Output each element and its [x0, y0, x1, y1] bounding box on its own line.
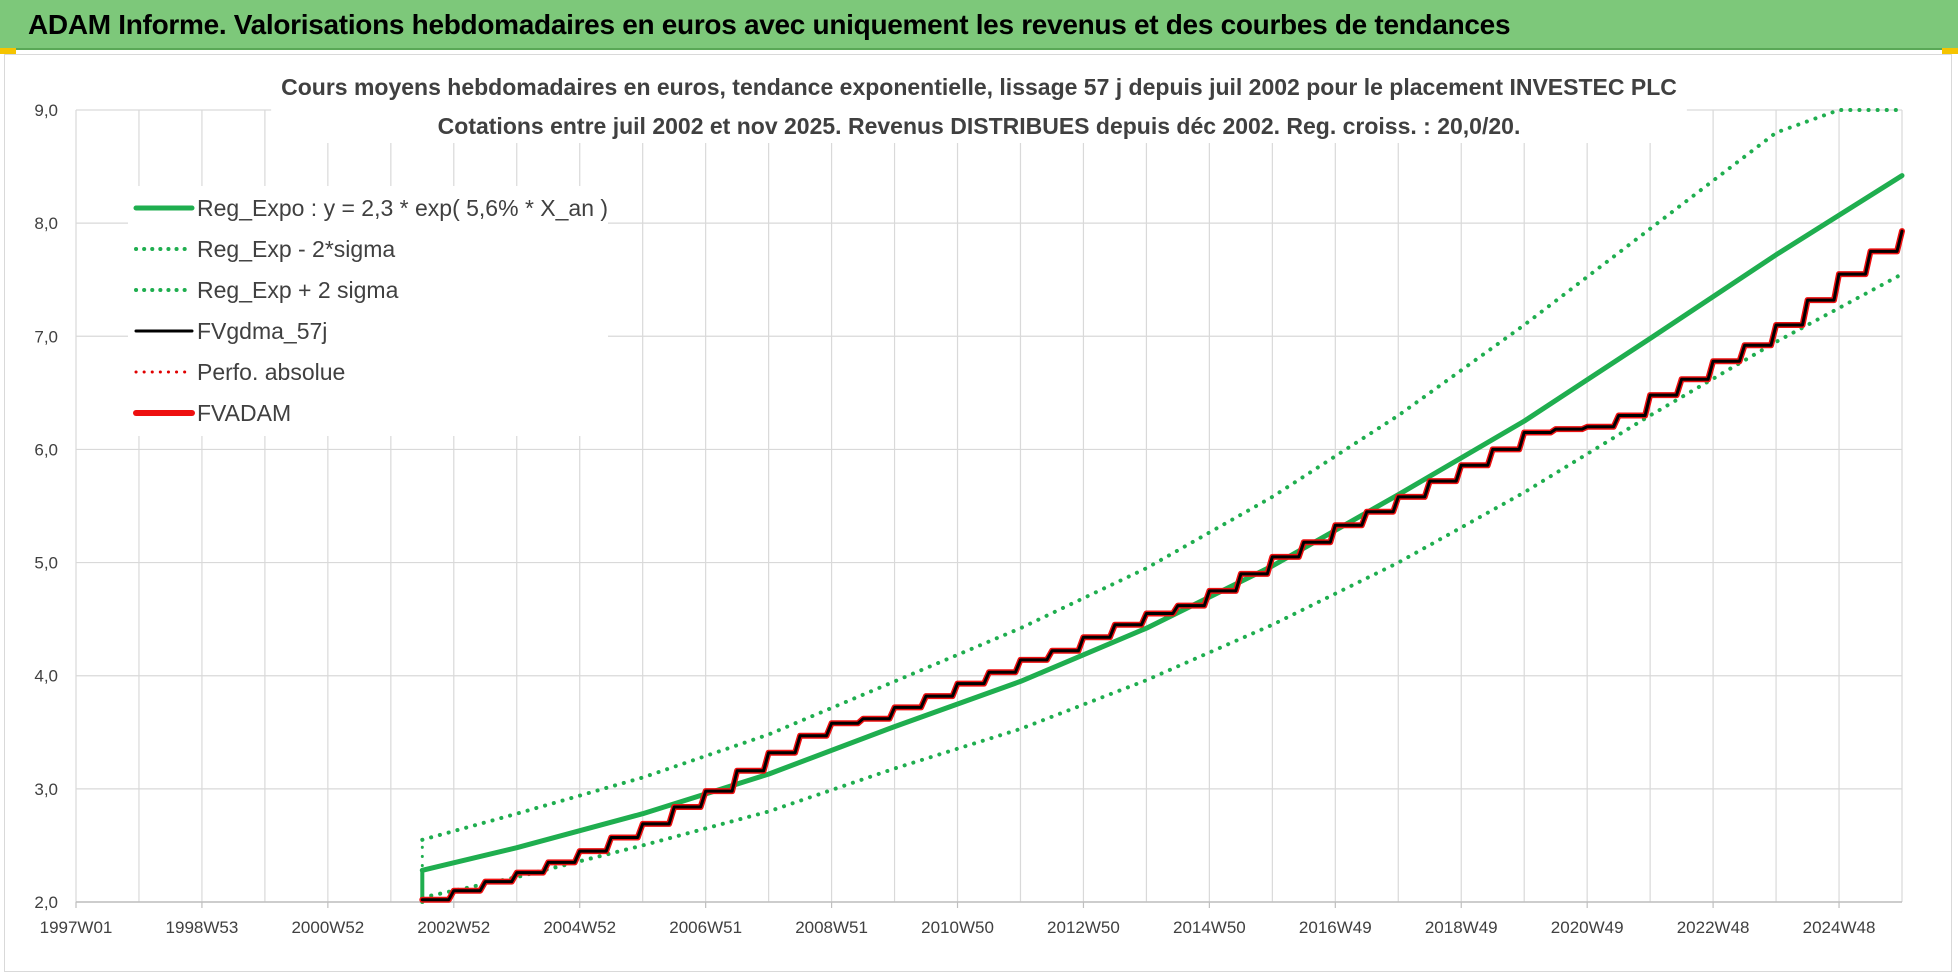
x-tick-label: 2010W50	[921, 918, 994, 937]
x-tick-label: 2024W48	[1803, 918, 1876, 937]
x-tick-label: 2002W52	[417, 918, 490, 937]
legend: Reg_Expo : y = 2,3 * exp( 5,6% * X_an ) R…	[128, 186, 608, 436]
y-tick-label: 7,0	[34, 327, 58, 346]
legend-label: Perfo. absolue	[197, 359, 345, 385]
chart-frame	[4, 54, 1952, 972]
chart-title: Cours moyens hebdomadaires en euros, ten…	[271, 70, 1687, 143]
x-tick-label: 2008W51	[795, 918, 868, 937]
series-line-4	[420, 229, 1904, 902]
series-line-3	[419, 228, 1905, 903]
x-tick-label: 2004W52	[543, 918, 616, 937]
y-tick-label: 4,0	[34, 667, 58, 686]
header-banner: ADAM Informe. Valorisations hebdomadaire…	[0, 0, 1958, 50]
x-tick-label: 2018W49	[1425, 918, 1498, 937]
corner-mark-left	[0, 48, 16, 54]
series-line-2	[420, 108, 1904, 842]
series-line-1	[420, 272, 1904, 900]
x-tick-label: 2016W49	[1299, 918, 1372, 937]
y-tick-label: 8,0	[34, 214, 58, 233]
x-tick-label: 2020W49	[1551, 918, 1624, 937]
x-tick-label: 1998W53	[166, 918, 239, 937]
legend-label: FVgdma_57j	[197, 318, 327, 344]
y-tick-label: 2,0	[34, 893, 58, 912]
chart-title-background	[271, 70, 1687, 143]
chart-title-line: Cotations entre juil 2002 et nov 2025. R…	[438, 113, 1521, 139]
x-tick-label: 2006W51	[669, 918, 742, 937]
x-axis-ticks: 1997W01 1998W53 2000W52 2002W52 2004W52 2006W…	[40, 902, 1876, 937]
series-lines	[419, 108, 1905, 904]
corner-mark-right	[1942, 48, 1958, 54]
x-tick-label: 2000W52	[291, 918, 364, 937]
y-tick-label: 9,0	[34, 101, 58, 120]
x-tick-label: 2022W48	[1677, 918, 1750, 937]
y-tick-label: 5,0	[34, 554, 58, 573]
y-tick-label: 6,0	[34, 440, 58, 459]
x-tick-label: 2014W50	[1173, 918, 1246, 937]
series-line-0	[419, 173, 1905, 873]
chart-title-line: Cours moyens hebdomadaires en euros, ten…	[281, 74, 1677, 100]
legend-label: Reg_Exp - 2*sigma	[197, 236, 395, 262]
legend-label: Reg_Exp + 2 sigma	[197, 277, 399, 303]
y-tick-label: 3,0	[34, 780, 58, 799]
legend-label: FVADAM	[197, 400, 291, 426]
page-title: ADAM Informe. Valorisations hebdomadaire…	[28, 9, 1511, 40]
legend-label: Reg_Expo : y = 2,3 * exp( 5,6% * X_an )	[197, 195, 608, 221]
y-axis-ticks: 2,0 3,0 4,0 5,0 6,0 7,0 8,0 9,0	[34, 101, 58, 912]
x-tick-label: 1997W01	[40, 918, 113, 937]
x-tick-label: 2012W50	[1047, 918, 1120, 937]
legend-background	[128, 186, 608, 436]
